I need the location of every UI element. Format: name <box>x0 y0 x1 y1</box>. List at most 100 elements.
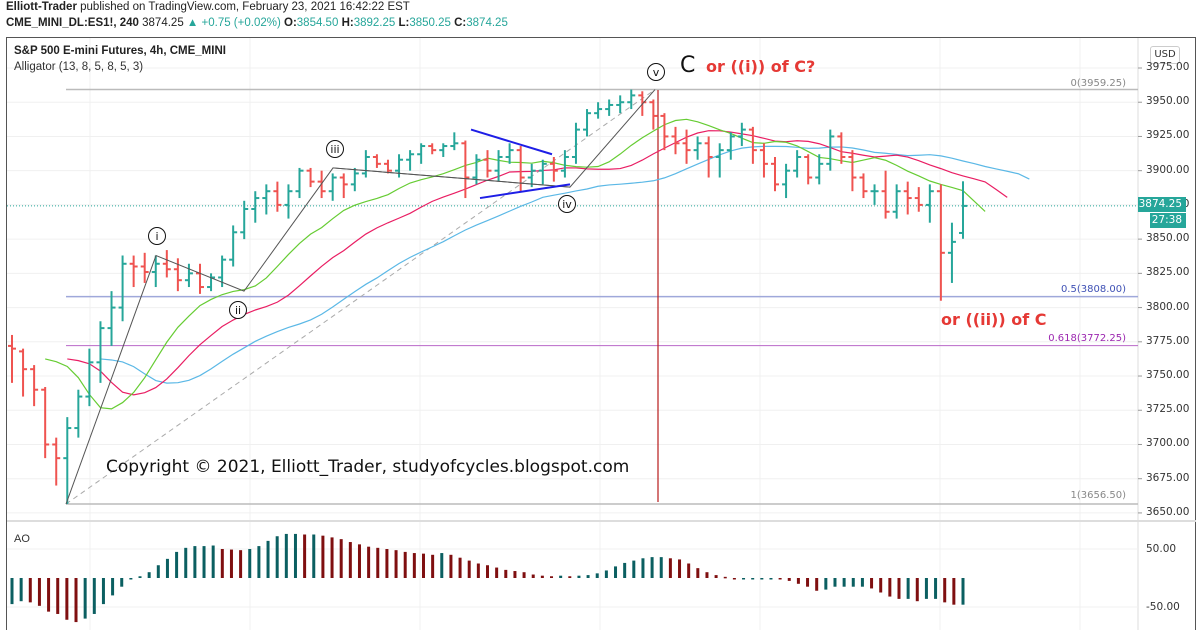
ao-bar <box>284 533 288 578</box>
ao-bar <box>705 572 709 578</box>
ohlc-bar <box>461 140 470 199</box>
ao-bar <box>495 567 499 578</box>
ao-bar <box>111 578 115 596</box>
ohlc-bar <box>483 150 492 178</box>
ohlc-bar <box>815 154 824 185</box>
ohlc-bar <box>583 109 592 137</box>
ohlc-bar <box>726 132 735 160</box>
ao-bar <box>74 578 78 623</box>
ao-bar <box>769 578 773 580</box>
ao-bar <box>641 558 645 578</box>
ohlc-bar <box>85 348 94 407</box>
ohlc-bar <box>273 181 282 212</box>
ao-bar <box>303 534 307 578</box>
ao-bar <box>915 578 919 602</box>
ao-bar <box>742 578 746 580</box>
ohlc-bar <box>671 126 680 155</box>
ao-bar <box>833 578 837 587</box>
ohlc-bar <box>837 132 846 164</box>
ohlc-bar <box>605 99 614 116</box>
ao-bar <box>275 536 279 578</box>
ao-bar <box>614 566 618 578</box>
ao-bar <box>504 569 508 578</box>
ao-bar <box>248 549 252 578</box>
ao-bar <box>577 575 581 578</box>
price-tick: 3675.00 <box>1146 471 1190 484</box>
ohlc-bar <box>682 129 691 164</box>
ao-bar <box>632 560 636 578</box>
ao-bar <box>440 553 444 578</box>
wave-iii-label: iii <box>326 140 344 158</box>
ao-bar <box>257 546 261 578</box>
ohlc-bar <box>848 150 857 192</box>
price-tick: 3800.00 <box>1146 300 1190 313</box>
ao-bar <box>211 545 215 578</box>
wave-ii-label: ii <box>229 301 247 319</box>
ao-bar <box>860 578 864 587</box>
ohlc-bar <box>959 181 967 239</box>
ao-bar <box>522 572 526 578</box>
ohlc-bar <box>151 255 160 288</box>
ao-bar <box>815 578 819 591</box>
ohlc-bar <box>793 150 802 178</box>
ohlc-bar <box>428 143 437 155</box>
ao-bar <box>604 570 608 578</box>
ao-bar <box>659 557 663 578</box>
ohlc-bar <box>383 159 392 174</box>
ao-bar <box>220 549 224 578</box>
wave-iv-connector <box>332 167 571 188</box>
ao-bar <box>559 575 563 578</box>
ohlc-bar <box>549 156 558 182</box>
ohlc-bar <box>571 122 580 164</box>
wave-v-label: v <box>647 63 665 81</box>
fib-0-label: 0(3959.25) <box>1070 78 1126 89</box>
ao-bar <box>806 578 810 587</box>
ohlc-bar <box>538 159 547 185</box>
ohlc-bar <box>494 150 503 182</box>
fib-0618-label: 0.618(3772.25) <box>1048 333 1126 344</box>
ohlc-bar <box>748 126 757 164</box>
ao-bar <box>870 578 874 589</box>
copyright-text: Copyright © 2021, Elliott_Trader, studyo… <box>106 457 630 477</box>
ao-bar <box>751 578 755 580</box>
ohlc-bar <box>63 417 72 505</box>
ohlc-bar <box>771 156 780 192</box>
open-label: O: <box>284 17 297 29</box>
ao-tick-minus-50: -50.00 <box>1146 601 1180 613</box>
ohlc-bar <box>372 154 381 168</box>
ao-bar <box>851 578 855 587</box>
ao-bar <box>339 539 343 578</box>
price-tick: 3750.00 <box>1146 369 1190 382</box>
ohlc-bar <box>262 184 271 215</box>
price-tick: 3725.00 <box>1146 403 1190 416</box>
ohlc-bar <box>439 143 448 157</box>
ao-bar <box>934 578 938 599</box>
currency-button[interactable]: USD <box>1150 46 1180 64</box>
ohlc-bar <box>914 187 923 212</box>
ohlc-bar <box>826 129 835 171</box>
wave-i-label: i <box>148 227 166 245</box>
alt-count-label-1: or ((i)) of C? <box>706 57 816 76</box>
ao-bar <box>924 578 928 599</box>
ohlc-bar <box>881 170 890 219</box>
ao-bar <box>888 578 892 597</box>
ohlc-bar <box>417 143 426 164</box>
low-value: 3850.25 <box>409 17 451 29</box>
ao-bar <box>266 540 270 578</box>
triangle-upper-line <box>470 128 553 156</box>
ao-bar <box>147 572 151 578</box>
ao-bar <box>412 553 416 578</box>
ohlc-bar <box>173 258 182 292</box>
ao-bar <box>550 576 554 578</box>
ohlc-bar <box>516 146 525 192</box>
ohlc-bar <box>660 113 669 151</box>
close-value: 3874.25 <box>466 17 508 29</box>
ohlc-bar <box>295 167 304 199</box>
ohlc-bar <box>74 389 83 438</box>
price-tick: 3950.00 <box>1146 95 1190 108</box>
ohlc-bar <box>306 167 315 188</box>
ao-bar <box>83 578 87 619</box>
ao-bar <box>92 578 96 614</box>
up-triangle-icon: ▲ <box>186 17 199 29</box>
